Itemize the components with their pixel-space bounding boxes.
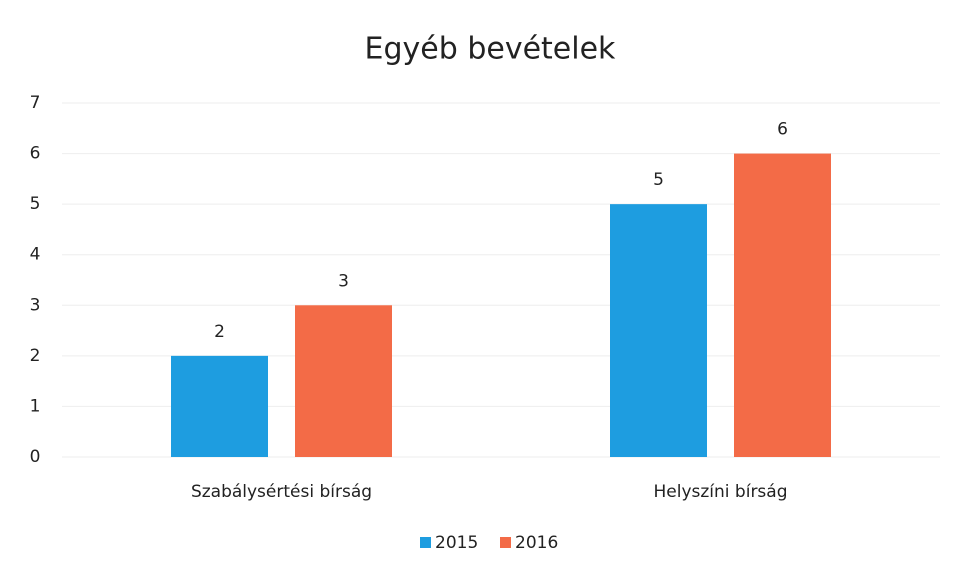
data-label: 3 (338, 271, 349, 291)
y-tick-label: 2 (30, 346, 41, 366)
y-tick-label: 3 (30, 295, 41, 315)
data-label: 5 (653, 170, 664, 190)
legend-label: 2015 (435, 533, 478, 553)
legend-swatch (500, 537, 511, 548)
chart-title: Egyéb bevételek (365, 32, 617, 67)
legend-label: 2016 (515, 533, 558, 553)
y-tick-label: 5 (30, 194, 41, 214)
bar (171, 355, 268, 457)
data-label: 6 (777, 120, 788, 140)
x-tick-label: Szabálysértési bírság (191, 482, 372, 502)
bar (295, 305, 392, 457)
y-tick-label: 7 (30, 93, 41, 113)
bar (610, 204, 707, 457)
bar (734, 153, 831, 458)
x-tick-label: Helyszíni bírság (654, 482, 788, 502)
data-label: 2 (214, 322, 225, 342)
legend-swatch (420, 537, 431, 548)
y-tick-label: 0 (30, 447, 41, 467)
y-tick-label: 4 (30, 245, 41, 265)
y-tick-label: 1 (30, 396, 41, 416)
y-tick-label: 6 (30, 144, 41, 164)
